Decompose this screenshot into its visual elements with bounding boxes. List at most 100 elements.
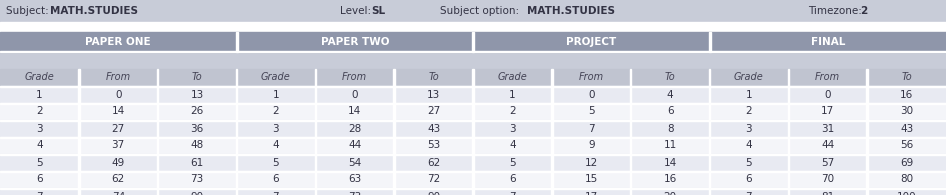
Bar [787, 103, 789, 120]
Bar [710, 120, 946, 121]
Bar [314, 69, 316, 86]
Text: 49: 49 [112, 158, 125, 168]
Text: 0: 0 [352, 90, 358, 99]
Bar [710, 137, 788, 154]
Text: 69: 69 [900, 158, 913, 168]
Bar [157, 154, 158, 171]
Text: 0: 0 [115, 90, 121, 99]
Bar [710, 171, 946, 172]
Bar [157, 69, 158, 86]
Bar [0, 171, 79, 188]
Bar [787, 69, 789, 86]
Bar [788, 188, 867, 195]
Bar [473, 103, 710, 104]
Bar [236, 154, 473, 155]
Text: 8: 8 [667, 123, 674, 134]
Bar [788, 120, 867, 137]
Bar [394, 120, 473, 137]
Text: 73: 73 [348, 191, 361, 195]
Text: 15: 15 [585, 175, 598, 184]
Bar [473, 171, 710, 172]
Bar [473, 69, 552, 86]
Text: 5: 5 [509, 158, 516, 168]
Text: 70: 70 [821, 175, 834, 184]
Bar [78, 188, 79, 195]
Bar [315, 154, 394, 171]
Text: To: To [192, 73, 202, 82]
Text: PROJECT: PROJECT [566, 37, 617, 47]
Text: 1: 1 [745, 90, 752, 99]
Bar [552, 103, 631, 120]
Bar [78, 137, 79, 154]
Bar [236, 137, 473, 138]
Bar [709, 188, 710, 195]
Bar [630, 86, 631, 103]
Bar [473, 188, 552, 195]
Bar [157, 120, 158, 137]
Text: 5: 5 [587, 106, 595, 116]
Text: 43: 43 [900, 123, 913, 134]
Bar [551, 69, 552, 86]
Bar [158, 86, 236, 103]
Bar [551, 137, 552, 154]
Text: 73: 73 [190, 175, 203, 184]
Bar [158, 69, 236, 86]
Text: 80: 80 [900, 175, 913, 184]
Text: 5: 5 [272, 158, 279, 168]
Bar [0, 51, 946, 52]
Bar [473, 103, 552, 120]
Text: 17: 17 [821, 106, 834, 116]
Text: 4: 4 [745, 141, 752, 151]
Bar [314, 103, 316, 120]
Bar [631, 171, 710, 188]
Bar [631, 86, 710, 103]
Bar [788, 171, 867, 188]
Text: 6: 6 [36, 175, 43, 184]
Bar [158, 154, 236, 171]
Bar [79, 154, 158, 171]
Bar [709, 86, 710, 103]
Bar [630, 137, 631, 154]
Bar [787, 86, 789, 103]
Bar [473, 154, 710, 155]
Bar [0, 137, 79, 154]
Bar [236, 188, 315, 195]
Bar [473, 171, 552, 188]
Text: 62: 62 [112, 175, 125, 184]
Bar [78, 69, 79, 86]
Text: 6: 6 [667, 106, 674, 116]
Bar [551, 86, 552, 103]
Text: 14: 14 [348, 106, 361, 116]
Bar [552, 120, 631, 137]
Bar [787, 188, 789, 195]
Bar [709, 32, 710, 52]
Text: 4: 4 [667, 90, 674, 99]
Bar [631, 120, 710, 137]
Text: 7: 7 [587, 123, 595, 134]
Text: Grade: Grade [734, 73, 763, 82]
Bar [710, 137, 946, 138]
Text: 3: 3 [509, 123, 516, 134]
Bar [158, 171, 236, 188]
Text: 6: 6 [272, 175, 279, 184]
Text: 5: 5 [745, 158, 752, 168]
Bar [710, 154, 946, 155]
Text: 4: 4 [272, 141, 279, 151]
Bar [710, 103, 788, 120]
Bar [552, 86, 631, 103]
Text: 2: 2 [272, 106, 279, 116]
Bar [0, 86, 946, 87]
Bar [630, 69, 631, 86]
Bar [236, 137, 315, 154]
Bar [78, 154, 79, 171]
Bar [236, 171, 315, 188]
Bar [473, 137, 552, 154]
Bar [236, 120, 315, 137]
Text: 5: 5 [36, 158, 43, 168]
Text: 1: 1 [509, 90, 516, 99]
Bar [0, 154, 236, 155]
Bar [236, 120, 473, 121]
Bar [79, 103, 158, 120]
Text: FINAL: FINAL [811, 37, 845, 47]
Bar [472, 154, 474, 171]
